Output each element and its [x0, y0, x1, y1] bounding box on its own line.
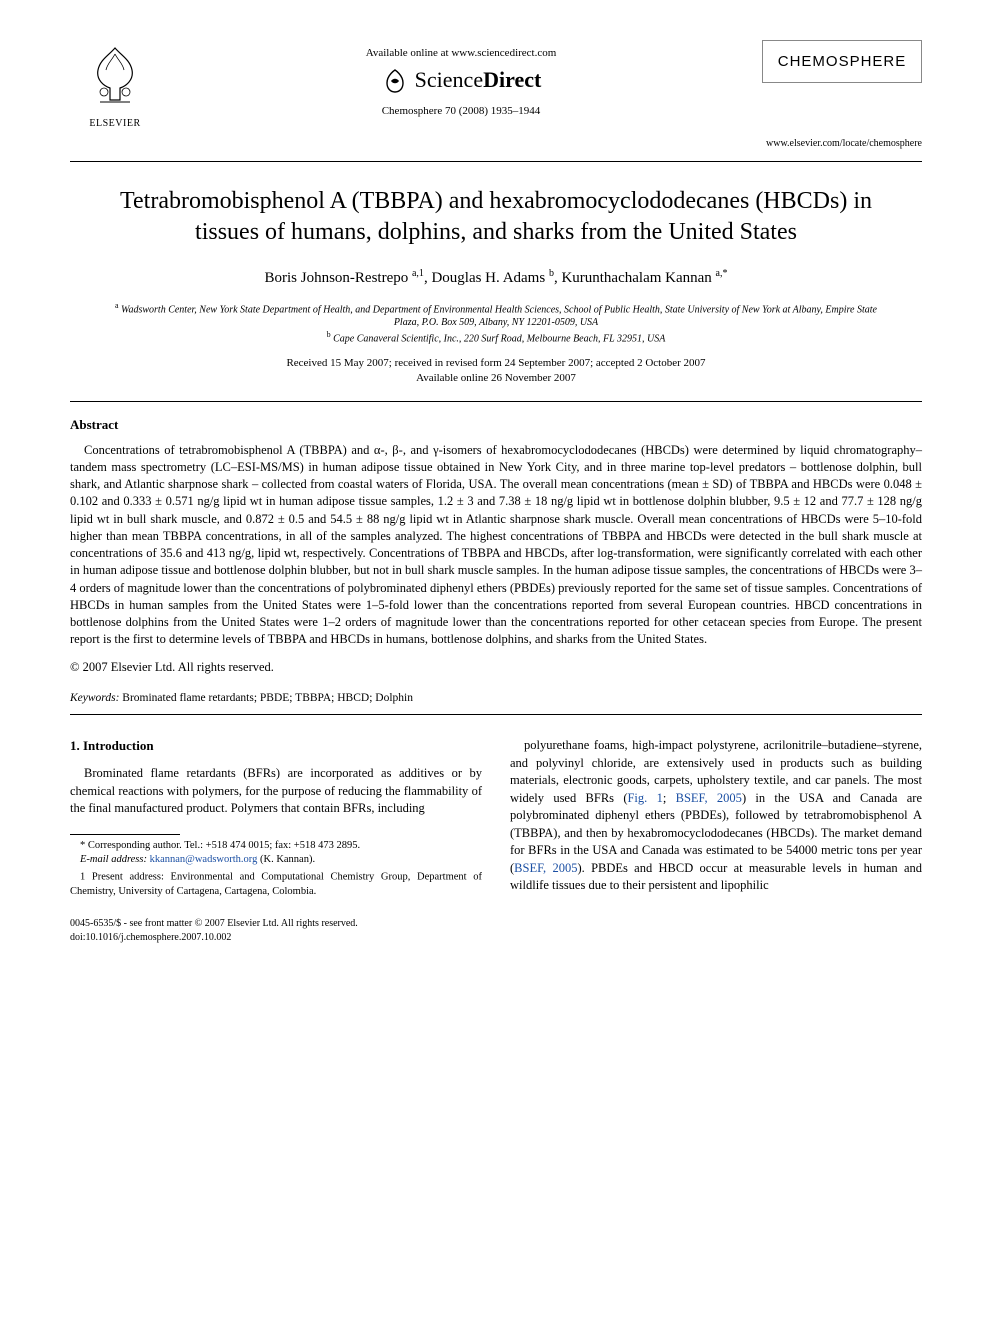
present-address-text: 1 Present address: Environmental and Com…	[70, 872, 482, 897]
abstract-heading: Abstract	[70, 416, 922, 434]
intro-paragraph-left: Brominated flame retardants (BFRs) are i…	[70, 765, 482, 818]
bsef-2005-link-2[interactable]: BSEF, 2005	[514, 861, 577, 875]
article-dates: Received 15 May 2007; received in revise…	[70, 356, 922, 387]
page-header: ELSEVIER Available online at www.science…	[70, 40, 922, 131]
corresponding-author: * Corresponding author. Tel.: +518 474 0…	[70, 839, 482, 853]
body-columns: 1. Introduction Brominated flame retarda…	[70, 737, 922, 899]
present-address: 1 Present address: Environmental and Com…	[70, 867, 482, 899]
journal-reference: Chemosphere 70 (2008) 1935–1944	[160, 104, 762, 119]
header-divider	[70, 161, 922, 162]
email-label: E-mail address:	[80, 854, 147, 865]
available-online-text: Available online at www.sciencedirect.co…	[160, 46, 762, 61]
abstract-rule-bottom	[70, 714, 922, 715]
keywords-line: Keywords: Brominated flame retardants; P…	[70, 690, 922, 706]
abstract-copyright: © 2007 Elsevier Ltd. All rights reserved…	[70, 659, 922, 677]
footer-doi: doi:10.1016/j.chemosphere.2007.10.002	[70, 931, 358, 945]
abstract-body: Concentrations of tetrabromobisphenol A …	[70, 442, 922, 649]
publisher-logo-block: ELSEVIER	[70, 40, 160, 131]
footnotes: * Corresponding author. Tel.: +518 474 0…	[70, 839, 482, 899]
fig1-link[interactable]: Fig. 1	[627, 791, 662, 805]
column-right: polyurethane foams, high-impact polystyr…	[510, 737, 922, 899]
section-1-heading: 1. Introduction	[70, 737, 482, 755]
sd-bold: Direct	[483, 67, 541, 92]
journal-url[interactable]: www.elsevier.com/locate/chemosphere	[70, 137, 922, 151]
article-title: Tetrabromobisphenol A (TBBPA) and hexabr…	[110, 186, 882, 248]
elsevier-tree-icon	[80, 40, 150, 110]
sciencedirect-wordmark: ScienceDirect	[415, 65, 542, 96]
sciencedirect-icon	[381, 67, 409, 95]
journal-brand-block: CHEMOSPHERE	[762, 40, 922, 83]
footnote-rule	[70, 834, 180, 835]
dates-online: Available online 26 November 2007	[70, 371, 922, 386]
bsef-2005-link[interactable]: BSEF, 2005	[676, 791, 742, 805]
publisher-name: ELSEVIER	[70, 117, 160, 131]
keywords-label: Keywords:	[70, 692, 119, 704]
sd-plain: Science	[415, 67, 483, 92]
dates-received: Received 15 May 2007; received in revise…	[70, 356, 922, 371]
page-footer: 0045-6535/$ - see front matter © 2007 El…	[70, 917, 922, 945]
column-left: 1. Introduction Brominated flame retarda…	[70, 737, 482, 899]
email-line: E-mail address: kkannan@wadsworth.org (K…	[70, 853, 482, 867]
footer-front-matter: 0045-6535/$ - see front matter © 2007 El…	[70, 917, 358, 931]
keywords-text: Brominated flame retardants; PBDE; TBBPA…	[119, 692, 413, 704]
affiliation-b: b Cape Canaveral Scientific, Inc., 220 S…	[110, 330, 882, 346]
journal-brand: CHEMOSPHERE	[762, 40, 922, 83]
email-tail: (K. Kannan).	[257, 854, 315, 865]
affiliation-b-text: Cape Canaveral Scientific, Inc., 220 Sur…	[333, 333, 665, 344]
abstract-rule-top	[70, 401, 922, 402]
affiliation-a-text: Wadsworth Center, New York State Departm…	[121, 304, 877, 329]
affiliations: a Wadsworth Center, New York State Depar…	[110, 301, 882, 346]
authors-line: Boris Johnson-Restrepo a,1, Douglas H. A…	[70, 267, 922, 289]
intro-paragraph-right: polyurethane foams, high-impact polystyr…	[510, 737, 922, 895]
affiliation-a: a Wadsworth Center, New York State Depar…	[110, 301, 882, 330]
email-address[interactable]: kkannan@wadsworth.org	[147, 854, 257, 865]
header-center: Available online at www.sciencedirect.co…	[160, 40, 762, 120]
footer-left: 0045-6535/$ - see front matter © 2007 El…	[70, 917, 358, 945]
sciencedirect-logo: ScienceDirect	[160, 65, 762, 96]
